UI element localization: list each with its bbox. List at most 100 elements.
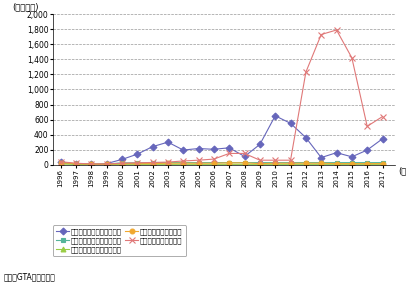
優位性が見極めにくい品目	[89, 163, 94, 166]
中国が特に優位な品目	[135, 161, 140, 164]
中国がやや優位な品目	[258, 162, 263, 165]
中国がやや優位な品目	[242, 161, 247, 164]
ブルネイがやや優位な品目	[212, 161, 217, 164]
中国がやや優位な品目	[150, 162, 155, 165]
Text: (百万ドル): (百万ドル)	[12, 2, 38, 11]
中国がやや優位な品目	[380, 162, 385, 165]
ブルネイが特に優位な品目	[227, 146, 232, 149]
Legend: ブルネイが特に優位な品目, ブルネイがやや優位な品目, 優位性が見極めにくい品目, 中国がやや優位な品目, 中国が特に優位な品目: ブルネイが特に優位な品目, ブルネイがやや優位な品目, 優位性が見極めにくい品目…	[53, 225, 186, 256]
中国がやや優位な品目	[196, 162, 201, 165]
ブルネイがやや優位な品目	[365, 161, 370, 164]
ブルネイが特に優位な品目	[365, 148, 370, 152]
中国が特に優位な品目	[365, 125, 370, 128]
ブルネイがやや優位な品目	[104, 162, 109, 166]
ブルネイがやや優位な品目	[120, 161, 125, 164]
ブルネイがやや優位な品目	[58, 162, 63, 165]
中国がやや優位な品目	[58, 161, 63, 164]
ブルネイがやや優位な品目	[319, 161, 324, 164]
ブルネイが特に優位な品目	[242, 155, 247, 158]
中国が特に優位な品目	[150, 161, 155, 164]
優位性が見極めにくい品目	[304, 163, 309, 166]
優位性が見極めにくい品目	[273, 163, 278, 166]
中国がやや優位な品目	[74, 162, 79, 165]
優位性が見極めにくい品目	[74, 163, 79, 166]
ブルネイが特に優位な品目	[150, 145, 155, 148]
ブルネイがやや優位な品目	[304, 161, 309, 164]
Line: ブルネイが特に優位な品目: ブルネイが特に優位な品目	[58, 113, 385, 167]
ブルネイが特に優位な品目	[120, 158, 125, 161]
中国が特に優位な品目	[74, 162, 79, 165]
ブルネイがやや優位な品目	[273, 161, 278, 164]
中国が特に優位な品目	[319, 33, 324, 36]
ブルネイがやや優位な品目	[196, 161, 201, 164]
Text: (年): (年)	[398, 166, 407, 175]
ブルネイがやや優位な品目	[150, 161, 155, 164]
優位性が見極めにくい品目	[196, 163, 201, 166]
ブルネイがやや優位な品目	[288, 161, 293, 164]
中国が特に優位な品目	[181, 159, 186, 163]
優位性が見極めにくい品目	[365, 163, 370, 166]
優位性が見極めにくい品目	[104, 163, 109, 166]
ブルネイが特に優位な品目	[304, 136, 309, 139]
Line: ブルネイがやや優位な品目: ブルネイがやや優位な品目	[58, 160, 385, 166]
優位性が見極めにくい品目	[135, 163, 140, 166]
ブルネイが特に優位な品目	[74, 162, 79, 166]
ブルネイが特に優位な品目	[104, 162, 109, 165]
中国が特に優位な品目	[120, 162, 125, 165]
ブルネイがやや優位な品目	[227, 161, 232, 164]
ブルネイが特に優位な品目	[380, 137, 385, 141]
ブルネイが特に優位な品目	[196, 147, 201, 150]
ブルネイが特に優位な品目	[135, 153, 140, 156]
中国が特に優位な品目	[227, 152, 232, 155]
中国がやや優位な品目	[89, 162, 94, 166]
ブルネイが特に優位な品目	[258, 143, 263, 146]
ブルネイが特に優位な品目	[319, 156, 324, 159]
ブルネイが特に優位な品目	[166, 141, 171, 144]
Line: 中国がやや優位な品目: 中国がやや優位な品目	[58, 160, 385, 166]
ブルネイがやや優位な品目	[350, 161, 354, 164]
優位性が見極めにくい品目	[212, 163, 217, 166]
中国が特に優位な品目	[273, 158, 278, 162]
中国がやや優位な品目	[166, 162, 171, 165]
ブルネイが特に優位な品目	[58, 161, 63, 164]
中国がやや優位な品目	[227, 161, 232, 164]
中国が特に優位な品目	[212, 157, 217, 161]
中国が特に優位な品目	[350, 56, 354, 60]
ブルネイが特に優位な品目	[181, 148, 186, 152]
中国がやや優位な品目	[334, 162, 339, 165]
ブルネイがやや優位な品目	[166, 161, 171, 164]
中国がやや優位な品目	[120, 162, 125, 165]
中国がやや優位な品目	[350, 162, 354, 165]
中国がやや優位な品目	[365, 162, 370, 165]
ブルネイがやや優位な品目	[258, 161, 263, 164]
中国が特に優位な品目	[242, 152, 247, 155]
Text: 資料：GTAから作成。: 資料：GTAから作成。	[4, 272, 56, 281]
優位性が見極めにくい品目	[334, 163, 339, 166]
中国がやや優位な品目	[288, 162, 293, 165]
中国がやや優位な品目	[104, 162, 109, 166]
優位性が見極めにくい品目	[120, 163, 125, 166]
ブルネイが特に優位な品目	[334, 151, 339, 154]
優位性が見極めにくい品目	[150, 163, 155, 166]
Line: 優位性が見極めにくい品目: 優位性が見極めにくい品目	[58, 162, 385, 167]
中国がやや優位な品目	[135, 162, 140, 165]
中国が特に優位な品目	[104, 162, 109, 166]
Line: 中国が特に優位な品目: 中国が特に優位な品目	[57, 27, 386, 167]
ブルネイがやや優位な品目	[181, 161, 186, 164]
中国が特に優位な品目	[196, 158, 201, 162]
中国が特に優位な品目	[304, 70, 309, 74]
中国がやや優位な品目	[181, 162, 186, 165]
ブルネイがやや優位な品目	[380, 161, 385, 164]
ブルネイが特に優位な品目	[350, 155, 354, 158]
中国がやや優位な品目	[212, 162, 217, 165]
中国が特に優位な品目	[258, 158, 263, 162]
優位性が見極めにくい品目	[181, 163, 186, 166]
中国がやや優位な品目	[273, 162, 278, 165]
ブルネイが特に優位な品目	[89, 163, 94, 166]
優位性が見極めにくい品目	[288, 163, 293, 166]
ブルネイがやや優位な品目	[135, 161, 140, 164]
中国が特に優位な品目	[58, 160, 63, 163]
ブルネイが特に優位な品目	[212, 148, 217, 151]
ブルネイがやや優位な品目	[242, 161, 247, 164]
ブルネイがやや優位な品目	[334, 161, 339, 164]
